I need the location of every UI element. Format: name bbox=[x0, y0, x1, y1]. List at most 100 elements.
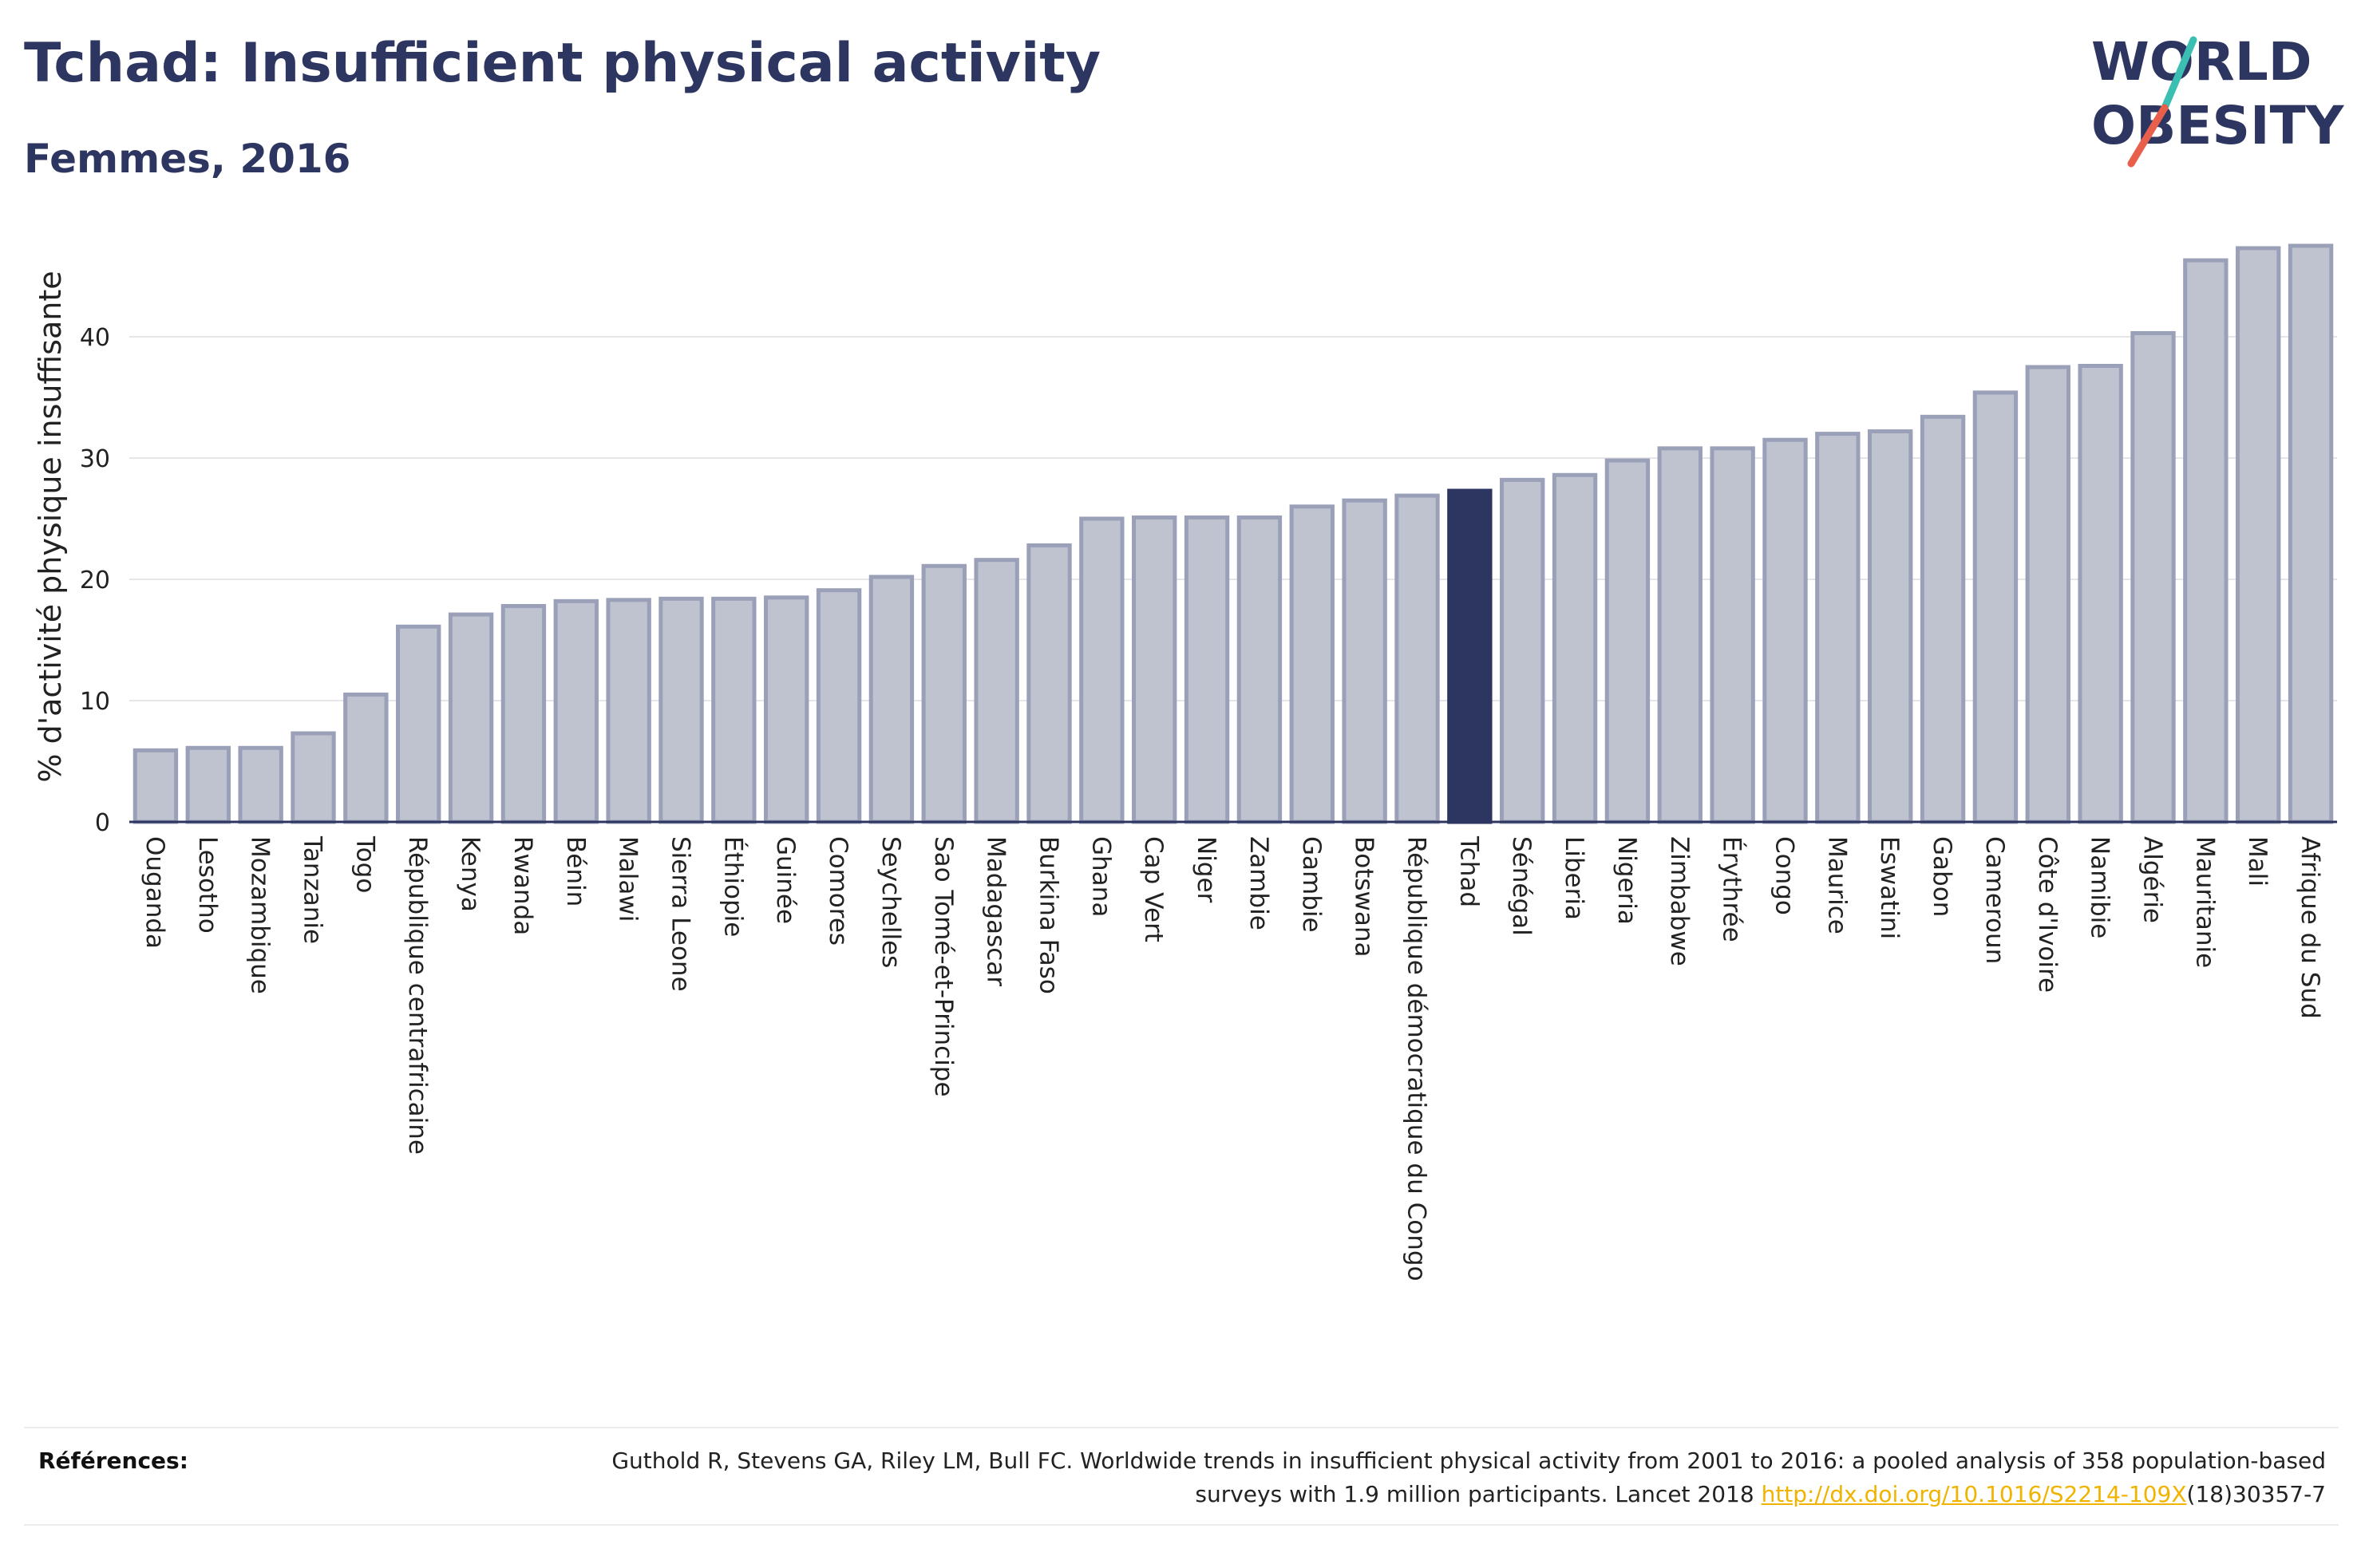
x-tick-label: Algérie bbox=[2138, 836, 2167, 923]
x-tick-label: Maurice bbox=[1822, 836, 1851, 934]
bar bbox=[2130, 330, 2176, 824]
bar bbox=[1972, 390, 2019, 824]
bar bbox=[1920, 414, 1966, 824]
bar bbox=[185, 745, 231, 824]
bar bbox=[764, 595, 809, 824]
bar bbox=[1289, 504, 1335, 824]
bar bbox=[1552, 472, 1598, 824]
bar bbox=[343, 692, 389, 824]
y-tick-label: 40 bbox=[80, 324, 110, 352]
bar bbox=[1815, 432, 1861, 824]
x-tick-label: Côte d'Ivoire bbox=[2033, 836, 2062, 993]
x-tick-label: Cameroun bbox=[1980, 836, 2009, 964]
reference-doi-link[interactable]: http://dx.doi.org/10.1016/S2214-109X bbox=[1761, 1481, 2187, 1507]
bar bbox=[132, 748, 179, 824]
x-tick-label: Eswatini bbox=[1875, 836, 1904, 939]
bar bbox=[1604, 458, 1651, 824]
bar bbox=[868, 575, 915, 824]
bar bbox=[1868, 429, 1913, 824]
x-tick-label: Mozambique bbox=[246, 836, 275, 994]
footer-divider-bottom bbox=[24, 1524, 2339, 1526]
x-tick-label: Tanzanie bbox=[299, 835, 327, 944]
bar bbox=[1236, 515, 1283, 824]
y-axis-label: % d'activité physique insuffisante bbox=[33, 271, 68, 782]
x-tick-label: Malawi bbox=[614, 836, 643, 922]
x-tick-label: Sierra Leone bbox=[666, 836, 695, 992]
x-tick-label: Cap Vert bbox=[1139, 836, 1168, 942]
x-tick-label: Rwanda bbox=[508, 836, 537, 935]
x-tick-label: Lesotho bbox=[193, 836, 222, 934]
bar bbox=[396, 624, 441, 824]
bar bbox=[658, 596, 704, 824]
x-tick-label: Éthiopie bbox=[718, 836, 747, 937]
x-tick-label: Sénégal bbox=[1507, 836, 1536, 936]
bar bbox=[2236, 246, 2281, 824]
x-tick-label: Togo bbox=[350, 835, 379, 893]
x-tick-label: Gabon bbox=[1928, 836, 1956, 917]
x-tick-label: Mauritanie bbox=[2190, 836, 2219, 968]
x-tick-label: Sao Tomé-et-Principe bbox=[929, 836, 958, 1097]
bar bbox=[1184, 515, 1230, 824]
reference-citation-tail: (18)30357-7 bbox=[2186, 1481, 2326, 1507]
x-tick-label: République démocratique du Congo bbox=[1402, 836, 1431, 1282]
x-tick-label: Mali bbox=[2243, 836, 2272, 887]
bar-chart: 0 10 20 30 40 Ouganda Lesotho Mozambique Tanzani… bbox=[33, 243, 2337, 1282]
x-tick-label: Guinée bbox=[771, 836, 800, 924]
bar bbox=[500, 603, 547, 824]
bar bbox=[1079, 516, 1125, 824]
x-tick-label: Ouganda bbox=[140, 836, 169, 949]
bar bbox=[2183, 258, 2229, 824]
logo-line2: OBESITY bbox=[2091, 95, 2345, 156]
bar bbox=[2288, 243, 2334, 824]
x-tick-label: Congo bbox=[1770, 836, 1799, 915]
x-tick-label: Comores bbox=[824, 836, 852, 946]
y-tick-label: 20 bbox=[80, 567, 110, 594]
x-tick-label: Liberia bbox=[1560, 836, 1588, 920]
x-tick-label: République centrafricaine bbox=[403, 836, 432, 1155]
x-tick-label: Niger bbox=[1192, 836, 1220, 903]
x-tick-label: Kenya bbox=[456, 836, 484, 912]
bar bbox=[553, 598, 599, 824]
bar bbox=[1710, 446, 1755, 824]
x-tick-label: Érythrée bbox=[1718, 836, 1746, 942]
x-tick-label: Madagascar bbox=[982, 836, 1010, 986]
bar bbox=[1500, 477, 1545, 824]
references-label: Références: bbox=[38, 1448, 188, 1474]
bar bbox=[291, 731, 336, 824]
bar bbox=[711, 596, 757, 824]
reference-citation: Guthold R, Stevens GA, Riley LM, Bull FC… bbox=[611, 1448, 2326, 1507]
bar bbox=[2078, 363, 2123, 824]
bar bbox=[816, 588, 862, 824]
x-tick-label: Zambie bbox=[1244, 836, 1273, 930]
bar bbox=[2025, 365, 2070, 824]
bar bbox=[921, 563, 967, 824]
x-tick-label: Gambie bbox=[1297, 836, 1326, 933]
bar bbox=[1342, 498, 1387, 824]
x-tick-label: Namibie bbox=[2086, 836, 2114, 938]
bar bbox=[1657, 446, 1703, 824]
x-tick-label: Afrique du Sud bbox=[2296, 836, 2324, 1019]
x-tick-label: Botswana bbox=[1350, 836, 1378, 958]
x-tick-label: Zimbabwe bbox=[1665, 836, 1694, 966]
world-obesity-logo: WORLD OBESITY bbox=[2091, 31, 2345, 168]
bar bbox=[606, 598, 651, 824]
chart-title: Tchad: Insufficient physical activity bbox=[24, 32, 1101, 95]
bar bbox=[1762, 437, 1808, 824]
bar bbox=[1026, 543, 1072, 824]
x-tick-label: Bénin bbox=[561, 836, 590, 906]
bar bbox=[974, 558, 1019, 824]
bar bbox=[1394, 493, 1440, 824]
y-tick-label: 30 bbox=[80, 445, 110, 473]
x-tick-label: Seychelles bbox=[876, 836, 905, 968]
x-tick-label: Tchad bbox=[1454, 835, 1483, 907]
bar bbox=[1132, 515, 1177, 824]
chart-subtitle: Femmes, 2016 bbox=[24, 136, 351, 182]
bar bbox=[1447, 488, 1493, 824]
x-tick-label: Nigeria bbox=[1612, 836, 1641, 925]
x-tick-label: Burkina Faso bbox=[1034, 836, 1063, 994]
y-tick-label: 0 bbox=[95, 809, 110, 837]
footer-divider-top bbox=[24, 1427, 2339, 1428]
bar bbox=[238, 745, 283, 824]
y-tick-label: 10 bbox=[80, 688, 110, 716]
logo-line1: WORLD bbox=[2091, 31, 2312, 93]
